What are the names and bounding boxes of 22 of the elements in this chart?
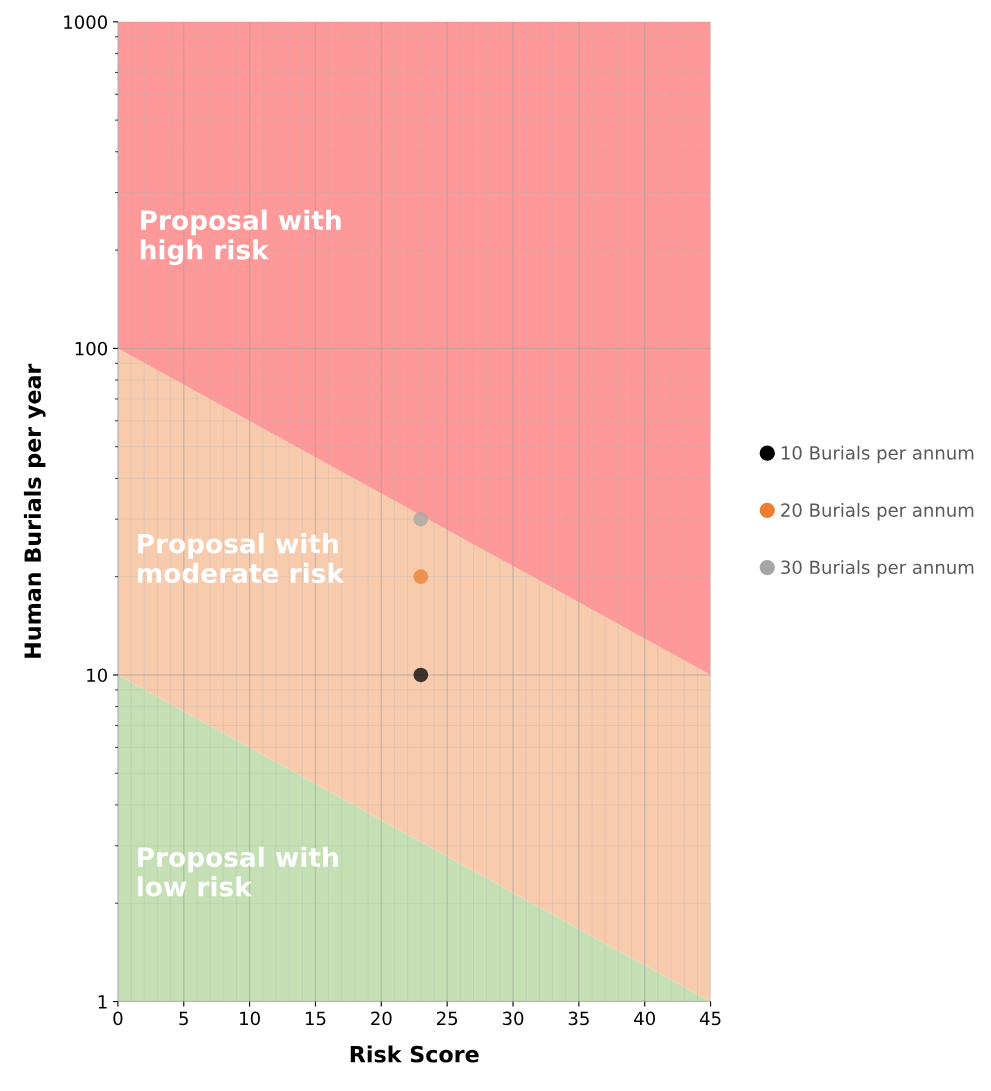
- y-tick-label: 1000: [64, 15, 108, 29]
- x-tick-label: 15: [305, 1011, 326, 1026]
- legend-label: 10 Burials per annum: [781, 445, 974, 464]
- x-tick-label: 35: [568, 1011, 589, 1026]
- annotation: Proposal with moderate risk: [137, 533, 345, 584]
- x-tick-label: 20: [371, 1011, 392, 1026]
- x-tick-label: 10: [240, 1011, 260, 1026]
- legend-label: 20 Burials per annum: [781, 502, 974, 521]
- annotation: Proposal with low risk: [137, 846, 338, 897]
- x-tick-label: 25: [437, 1011, 458, 1026]
- x-tick-label: 5: [179, 1011, 188, 1026]
- y-tick-label: 100: [75, 341, 108, 356]
- y-tick-label: 10: [87, 668, 108, 683]
- x-tick-label: 0: [113, 1011, 123, 1026]
- y-tick-label: 1: [98, 995, 107, 1009]
- x-tick-label: 40: [634, 1011, 655, 1026]
- y-axis-title: Human Burials per year: [23, 363, 46, 658]
- x-tick-label: 30: [502, 1011, 524, 1026]
- annotation: Proposal with high risk: [140, 209, 341, 266]
- legend-label: 30 Burials per annum: [781, 560, 974, 578]
- x-tick-label: 45: [699, 1011, 721, 1026]
- x-axis-title: Risk Score: [350, 1045, 479, 1063]
